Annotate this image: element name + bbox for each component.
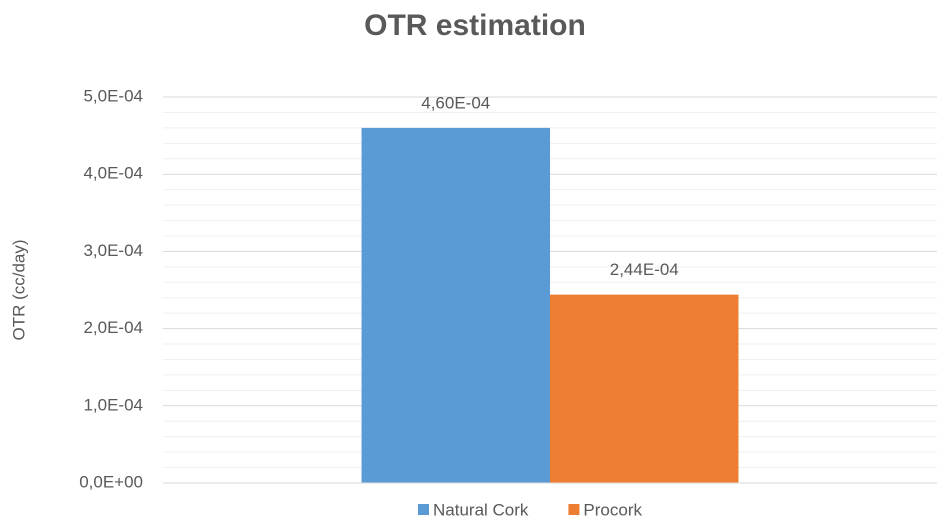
y-axis-label: OTR (cc/day)	[9, 239, 28, 340]
legend-label: Procork	[583, 500, 642, 519]
legend-swatch	[568, 504, 580, 515]
y-tick-label: 4,0E-04	[83, 164, 143, 183]
y-tick-label: 5,0E-04	[83, 86, 143, 105]
y-tick-label: 2,0E-04	[83, 318, 143, 337]
legend-label: Natural Cork	[433, 500, 529, 519]
bar	[550, 294, 739, 483]
legend-swatch	[418, 504, 429, 515]
data-label: 4,60E-04	[421, 93, 490, 112]
y-tick-label: 0,0E+00	[79, 472, 143, 491]
y-tick-label: 3,0E-04	[83, 241, 143, 260]
bar	[361, 127, 550, 483]
y-tick-label: 1,0E-04	[83, 395, 143, 414]
chart-title: OTR estimation	[364, 9, 586, 42]
data-label: 2,44E-04	[610, 260, 679, 279]
